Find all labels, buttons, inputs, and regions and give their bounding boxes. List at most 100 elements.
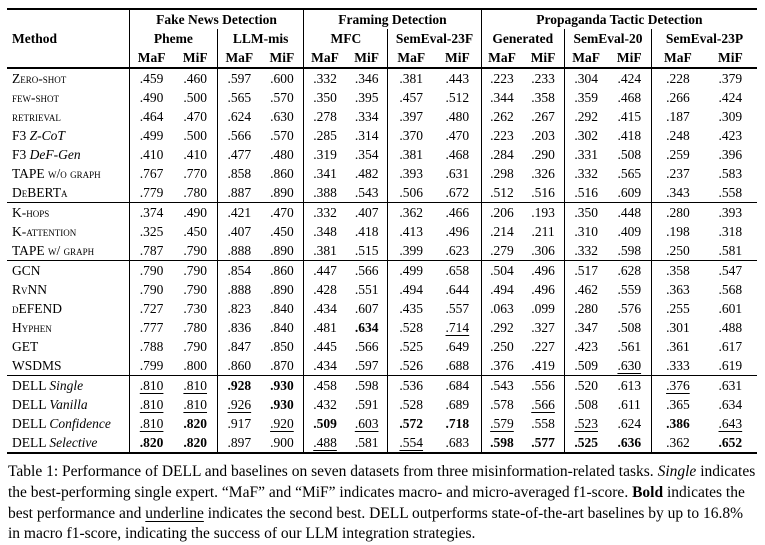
score-value: .617 xyxy=(718,338,743,354)
score-value: .890 xyxy=(270,281,294,297)
value-cell: .512 xyxy=(480,183,523,203)
value-cell: .600 xyxy=(261,68,304,88)
score-value: .494 xyxy=(490,281,514,297)
value-cell: .572 xyxy=(387,414,435,433)
value-cell: .850 xyxy=(261,337,304,356)
value-cell: .418 xyxy=(346,222,388,241)
score-value: .581 xyxy=(354,434,379,450)
score-value: .292 xyxy=(574,108,598,124)
table-row: TAPE w/o graph .767 .770 .858 .860 .341 .482 .3… xyxy=(7,164,757,183)
metric-header: MaF xyxy=(303,48,346,68)
value-cell: .233 xyxy=(522,68,564,88)
method-name-segment: w/o graph xyxy=(48,165,101,181)
score-value: .652 xyxy=(718,434,743,450)
table-row: GCN .790 .790 .854 .860 .447 .566 .499 .658 .504.… xyxy=(7,260,757,281)
metric-header: MiF xyxy=(182,49,208,65)
value-cell: .423 xyxy=(563,337,608,356)
score-value: .799 xyxy=(139,357,164,373)
score-value: .488 xyxy=(718,319,743,335)
table-row: retrieval .464 .470 .624 .630 .278 .334 .397 .48… xyxy=(7,107,757,126)
method-cell: DELL Confidence xyxy=(7,414,129,433)
value-cell: .634 xyxy=(346,318,388,337)
score-value: .332 xyxy=(574,242,598,258)
metric-header: MaF xyxy=(128,48,174,68)
value-cell: .319 xyxy=(303,145,346,164)
score-value: .448 xyxy=(617,204,642,220)
score-value: .332 xyxy=(313,70,337,86)
score-value: .459 xyxy=(139,70,164,86)
value-cell: .547 xyxy=(704,261,757,281)
score-value: .570 xyxy=(270,127,294,143)
score-value: .900 xyxy=(270,434,294,450)
value-cell: .348 xyxy=(303,222,346,241)
score-value: .381 xyxy=(399,146,424,162)
score-value: .496 xyxy=(531,281,555,297)
score-value: .790 xyxy=(183,281,208,297)
value-cell: .443 xyxy=(434,68,481,88)
method-name-segment: Zero-shot xyxy=(12,70,67,86)
score-value: .823 xyxy=(227,300,252,316)
score-value: .730 xyxy=(183,300,208,316)
value-cell: .370 xyxy=(387,126,435,145)
value-cell: .506 xyxy=(387,183,435,203)
value-cell: .810 xyxy=(173,395,217,414)
value-cell: .228 xyxy=(651,68,704,88)
value-cell: .515 xyxy=(346,241,388,261)
score-value: .332 xyxy=(574,165,598,181)
metric-header: MiF xyxy=(717,49,743,65)
score-value: .227 xyxy=(531,338,555,354)
value-cell: .790 xyxy=(173,241,217,261)
value-cell: .457 xyxy=(387,88,435,107)
score-value: .598 xyxy=(617,242,642,258)
score-value: .888 xyxy=(227,242,252,258)
score-value: .672 xyxy=(445,184,470,200)
value-cell: .930 xyxy=(261,376,304,396)
value-cell: .617 xyxy=(704,337,757,356)
score-value: .381 xyxy=(313,242,337,258)
table-row: TAPE w/ graph .787 .790 .888 .890 .381 .515 .39… xyxy=(7,241,757,261)
value-cell: .304 xyxy=(563,68,608,88)
value-cell: .488 xyxy=(303,433,346,453)
score-value: .376 xyxy=(490,357,514,373)
value-cell: .649 xyxy=(434,337,481,356)
score-value: .643 xyxy=(718,415,743,431)
score-value: .496 xyxy=(531,262,555,278)
value-cell: .278 xyxy=(303,107,346,126)
score-value: .820 xyxy=(183,415,208,431)
value-cell: .423 xyxy=(704,126,757,145)
score-value: .358 xyxy=(531,89,555,105)
score-value: .561 xyxy=(617,338,642,354)
score-value: .840 xyxy=(270,319,294,335)
method-name-segment: DELL xyxy=(12,434,50,450)
score-value: .362 xyxy=(666,434,690,450)
value-cell: .788 xyxy=(128,337,174,356)
method-cell: DELL Vanilla xyxy=(7,395,129,414)
value-cell: .900 xyxy=(261,433,304,453)
method-cell: TAPE w/ graph xyxy=(7,241,129,261)
value-cell: .714 xyxy=(434,318,481,337)
score-value: .601 xyxy=(718,300,743,316)
value-cell: .566 xyxy=(346,337,388,356)
value-cell: .860 xyxy=(217,356,261,376)
value-cell: .206 xyxy=(480,202,523,222)
score-value: .450 xyxy=(270,223,294,239)
score-value: .810 xyxy=(183,396,208,412)
score-value: .413 xyxy=(399,223,424,239)
score-value: .470 xyxy=(183,108,208,124)
method-name-segment: GCN xyxy=(12,262,41,278)
value-cell: .559 xyxy=(607,280,651,299)
value-cell: .598 xyxy=(607,241,651,261)
value-cell: .520 xyxy=(563,375,608,395)
value-cell: .407 xyxy=(346,203,388,223)
score-value: .285 xyxy=(313,127,337,143)
value-cell: .424 xyxy=(704,88,757,107)
value-cell: .499 xyxy=(387,260,435,280)
score-value: .556 xyxy=(531,377,555,393)
method-name-segment: TAPE xyxy=(12,242,49,258)
value-cell: .468 xyxy=(434,145,481,164)
score-value: .609 xyxy=(617,184,642,200)
metric-header: MiF xyxy=(444,49,470,65)
value-cell: .634 xyxy=(704,395,757,414)
score-value: .780 xyxy=(183,184,208,200)
value-cell: .211 xyxy=(522,222,564,241)
